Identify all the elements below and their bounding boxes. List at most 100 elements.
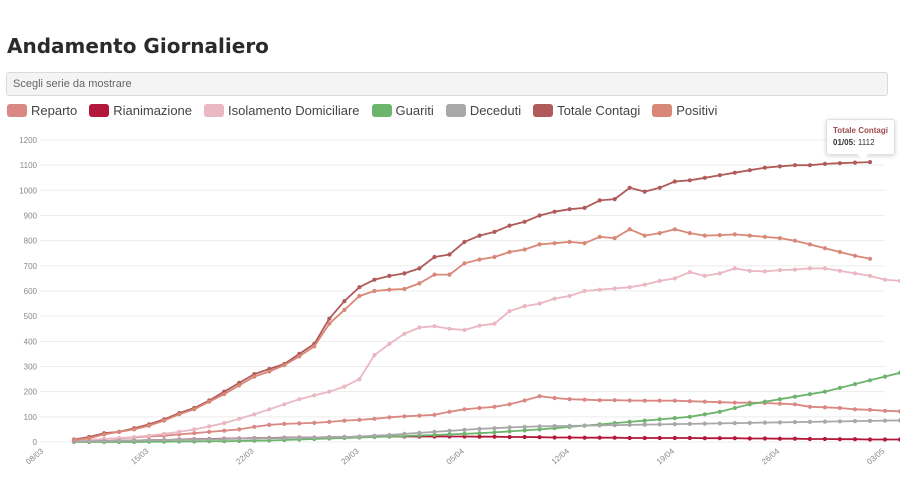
data-point [177, 437, 182, 442]
legend-label: Isolamento Domiciliare [228, 103, 360, 118]
data-point [657, 422, 662, 427]
y-tick-label: 400 [24, 337, 38, 346]
data-point [522, 428, 527, 433]
legend-swatch [204, 104, 225, 117]
data-point [717, 271, 722, 276]
legend-item-totale-contagi[interactable]: Totale Contagi [533, 103, 640, 118]
data-point [417, 413, 422, 418]
data-point [597, 198, 602, 203]
y-tick-label: 700 [24, 262, 38, 271]
data-point [867, 273, 873, 278]
data-point [747, 436, 752, 441]
legend-item-guariti[interactable]: Guariti [371, 103, 434, 118]
data-point [597, 287, 602, 292]
data-point [882, 374, 888, 379]
data-point [462, 431, 467, 436]
data-point [672, 416, 677, 421]
data-point [717, 173, 722, 178]
data-point [507, 402, 512, 407]
page-title: Andamento Giornaliero [7, 34, 269, 58]
data-point [537, 424, 542, 429]
data-point [657, 278, 662, 283]
legend-item-isolamento-domiciliare[interactable]: Isolamento Domiciliare [204, 103, 360, 118]
data-point [192, 407, 197, 412]
data-point [732, 421, 737, 426]
data-point [297, 397, 302, 402]
legend-swatch [533, 104, 554, 117]
tooltip-value: 1112 [857, 138, 875, 147]
data-point [882, 437, 888, 442]
data-point [447, 272, 452, 277]
data-point [837, 385, 843, 390]
series-select-input[interactable] [6, 72, 888, 96]
data-point [597, 398, 602, 403]
data-point [732, 232, 737, 237]
data-point [612, 197, 617, 202]
data-point [777, 436, 783, 441]
data-point [567, 423, 572, 428]
data-point [297, 421, 302, 426]
data-point [837, 437, 843, 442]
data-point [807, 242, 813, 247]
y-tick-label: 0 [33, 438, 38, 447]
data-point [897, 409, 900, 414]
data-point [237, 416, 242, 421]
data-point [852, 382, 858, 387]
data-point [897, 437, 900, 442]
data-point [432, 272, 437, 277]
data-point [252, 374, 257, 379]
data-point [432, 324, 437, 329]
data-point [267, 407, 272, 412]
legend-item-deceduti[interactable]: Deceduti [445, 103, 521, 118]
data-point [852, 253, 858, 258]
data-point [642, 398, 647, 403]
data-point [852, 271, 858, 276]
data-point [792, 163, 798, 168]
x-tick-label: 19/04 [655, 446, 677, 466]
data-point [687, 414, 692, 419]
data-point [342, 418, 347, 423]
legend-item-positivi[interactable]: Positivi [652, 103, 717, 118]
data-point [582, 241, 587, 246]
data-point [492, 321, 497, 326]
data-point [117, 429, 122, 434]
data-point [207, 437, 212, 442]
data-point [192, 427, 197, 432]
data-point [507, 429, 512, 434]
data-point [327, 316, 332, 321]
data-point [717, 409, 722, 414]
data-point [732, 170, 737, 175]
data-point [702, 412, 707, 417]
data-point [672, 422, 677, 427]
data-point [897, 278, 900, 283]
data-point [657, 435, 662, 441]
data-point [837, 419, 843, 424]
data-point [462, 327, 467, 333]
data-point [357, 377, 362, 382]
data-point [282, 402, 287, 407]
data-point [792, 238, 798, 243]
legend-swatch [7, 104, 27, 117]
data-point [312, 435, 317, 440]
data-point [477, 405, 482, 411]
data-point [852, 160, 858, 165]
data-point [732, 436, 737, 441]
data-point [822, 389, 828, 394]
data-point [522, 424, 527, 429]
data-point [777, 268, 783, 273]
data-point [492, 254, 497, 260]
data-point [612, 435, 617, 440]
data-point [87, 439, 92, 444]
data-point [177, 429, 182, 434]
data-point [462, 239, 467, 244]
data-point [672, 398, 677, 403]
legend-item-reparto[interactable]: Reparto [7, 103, 77, 118]
data-point [252, 412, 257, 417]
data-point [762, 165, 768, 170]
data-point [567, 397, 572, 402]
legend-item-rianimazione[interactable]: Rianimazione [89, 103, 192, 118]
data-point [387, 432, 392, 438]
data-point [552, 435, 557, 440]
data-point [567, 207, 572, 212]
data-point [327, 321, 332, 326]
